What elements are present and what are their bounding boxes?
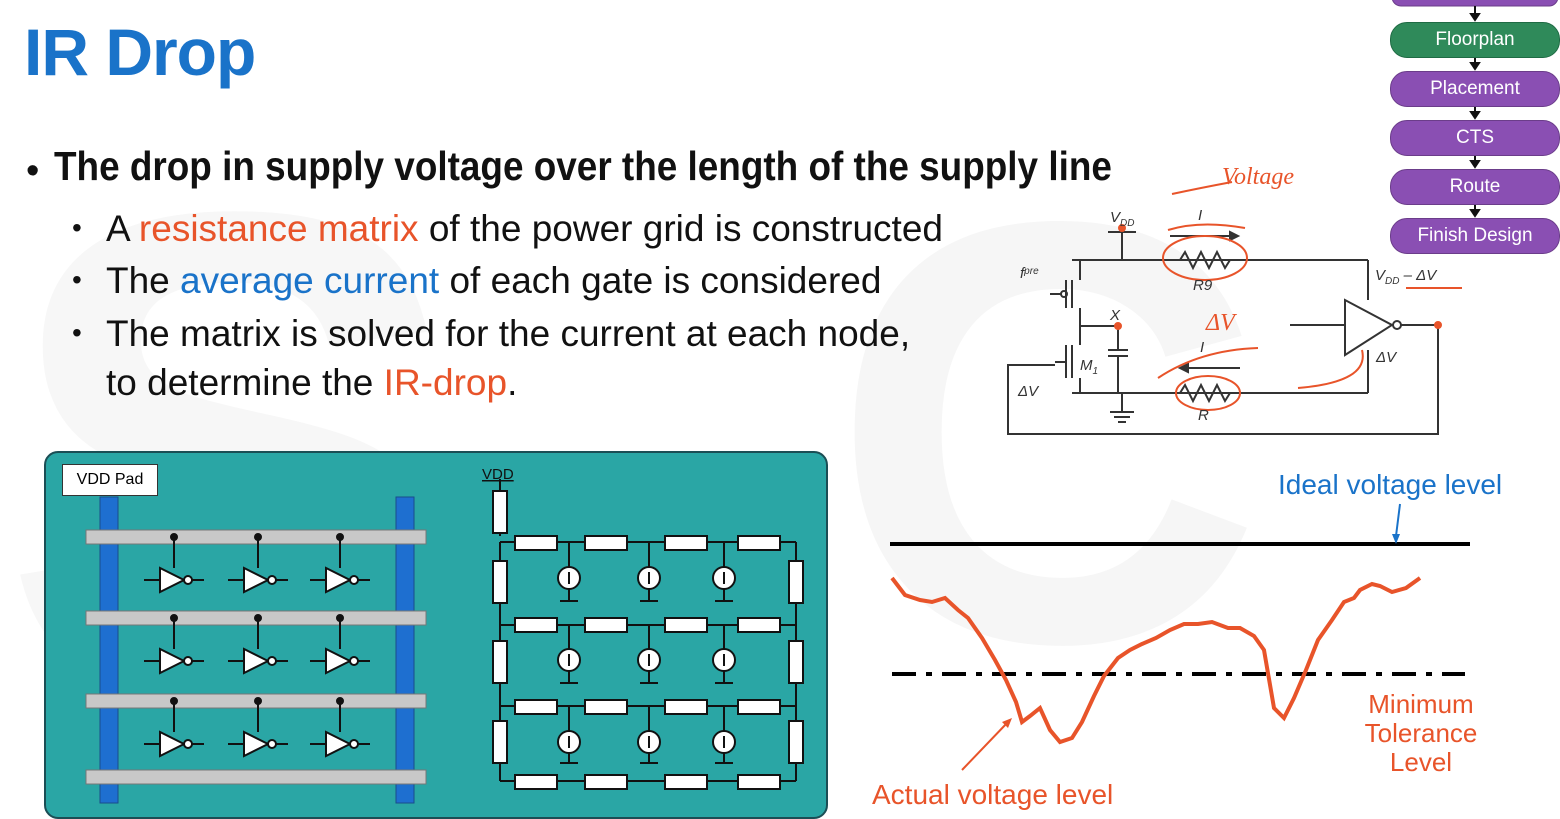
ideal-voltage-label: Ideal voltage level — [1278, 469, 1502, 500]
grid-label-vdd: VDD — [482, 466, 514, 483]
min-tolerance-label-2: Tolerance — [1365, 718, 1478, 748]
circuit-label-r9: R9 — [1193, 277, 1213, 294]
circuit-label-i-bottom: I — [1200, 339, 1204, 356]
sub-bullet-dot: • — [72, 317, 82, 348]
flow-step-cts: CTS — [1390, 120, 1560, 156]
highlight-ir-drop: IR-drop — [383, 362, 508, 403]
min-tolerance-label-3: Level — [1390, 747, 1452, 777]
circuit-label-i-top: I — [1198, 207, 1202, 224]
circuit-label-r: R — [1198, 407, 1209, 424]
ir-drop-circuit-schematic: VDD I R9 fpre X M1 VDD – ΔV I R ΔV ΔV Vo… — [1007, 164, 1462, 435]
sub-bullet-dot: • — [72, 264, 82, 295]
sub-bullet-1: A resistance matrix of the power grid is… — [106, 208, 943, 249]
vdd-pad-label: VDD Pad — [62, 464, 158, 496]
sub-bullet-2: The average current of each gate is cons… — [106, 260, 882, 301]
flow-step-finish-design: Finish Design — [1390, 218, 1560, 254]
circuit-label-vdd: VDD — [1110, 209, 1134, 229]
flow-step-placement: Placement — [1390, 71, 1560, 107]
actual-voltage-curve — [890, 576, 1422, 745]
sub-bullet-dot: • — [72, 212, 82, 243]
bullet-dot: • — [26, 150, 40, 192]
circuit-label-fpre: fpre — [1020, 265, 1039, 282]
highlight-average-current: average current — [180, 260, 440, 301]
circuit-label-dv-left: ΔV — [1017, 383, 1040, 400]
flow-step-route: Route — [1390, 169, 1560, 205]
page-title: IR Drop — [24, 15, 256, 89]
main-bullet: The drop in supply voltage over the leng… — [54, 143, 1112, 189]
circuit-label-vout: VDD – ΔV — [1375, 267, 1438, 287]
power-grid-drawing: VDD — [85, 466, 804, 804]
flow-step-floorplan: Floorplan — [1390, 22, 1560, 58]
sub-bullet-3-line-2: to determine the IR-drop. — [106, 362, 518, 403]
handwritten-delta-v: ΔV — [1205, 310, 1237, 336]
voltage-level-graph: Ideal voltage level Actual voltage level… — [872, 469, 1502, 810]
circuit-label-m1: M1 — [1080, 357, 1098, 377]
circuit-label-x: X — [1109, 307, 1121, 324]
handwritten-voltage: Voltage — [1222, 164, 1294, 190]
sub-bullet-3-line-1: The matrix is solved for the current at … — [106, 313, 911, 354]
min-tolerance-label-1: Minimum — [1368, 689, 1473, 719]
actual-voltage-label: Actual voltage level — [872, 779, 1113, 810]
circuit-label-dv-right: ΔV — [1375, 349, 1398, 366]
highlight-resistance-matrix: resistance matrix — [138, 208, 419, 249]
